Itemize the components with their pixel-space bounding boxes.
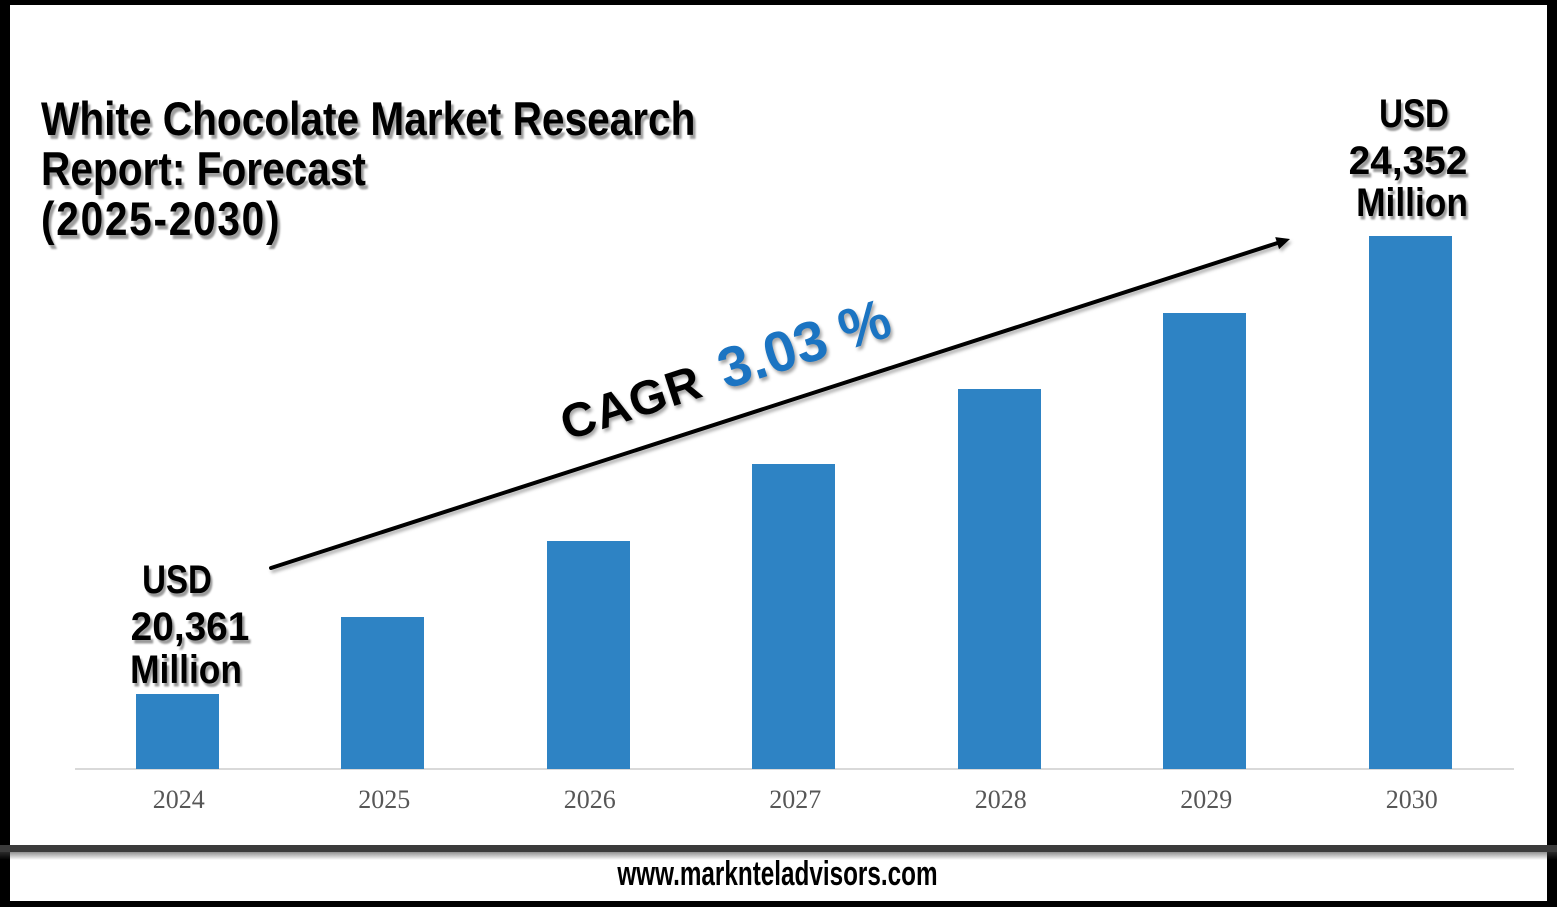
svg-text:CAGR 3.03 %: CAGR 3.03 % [551, 286, 898, 452]
